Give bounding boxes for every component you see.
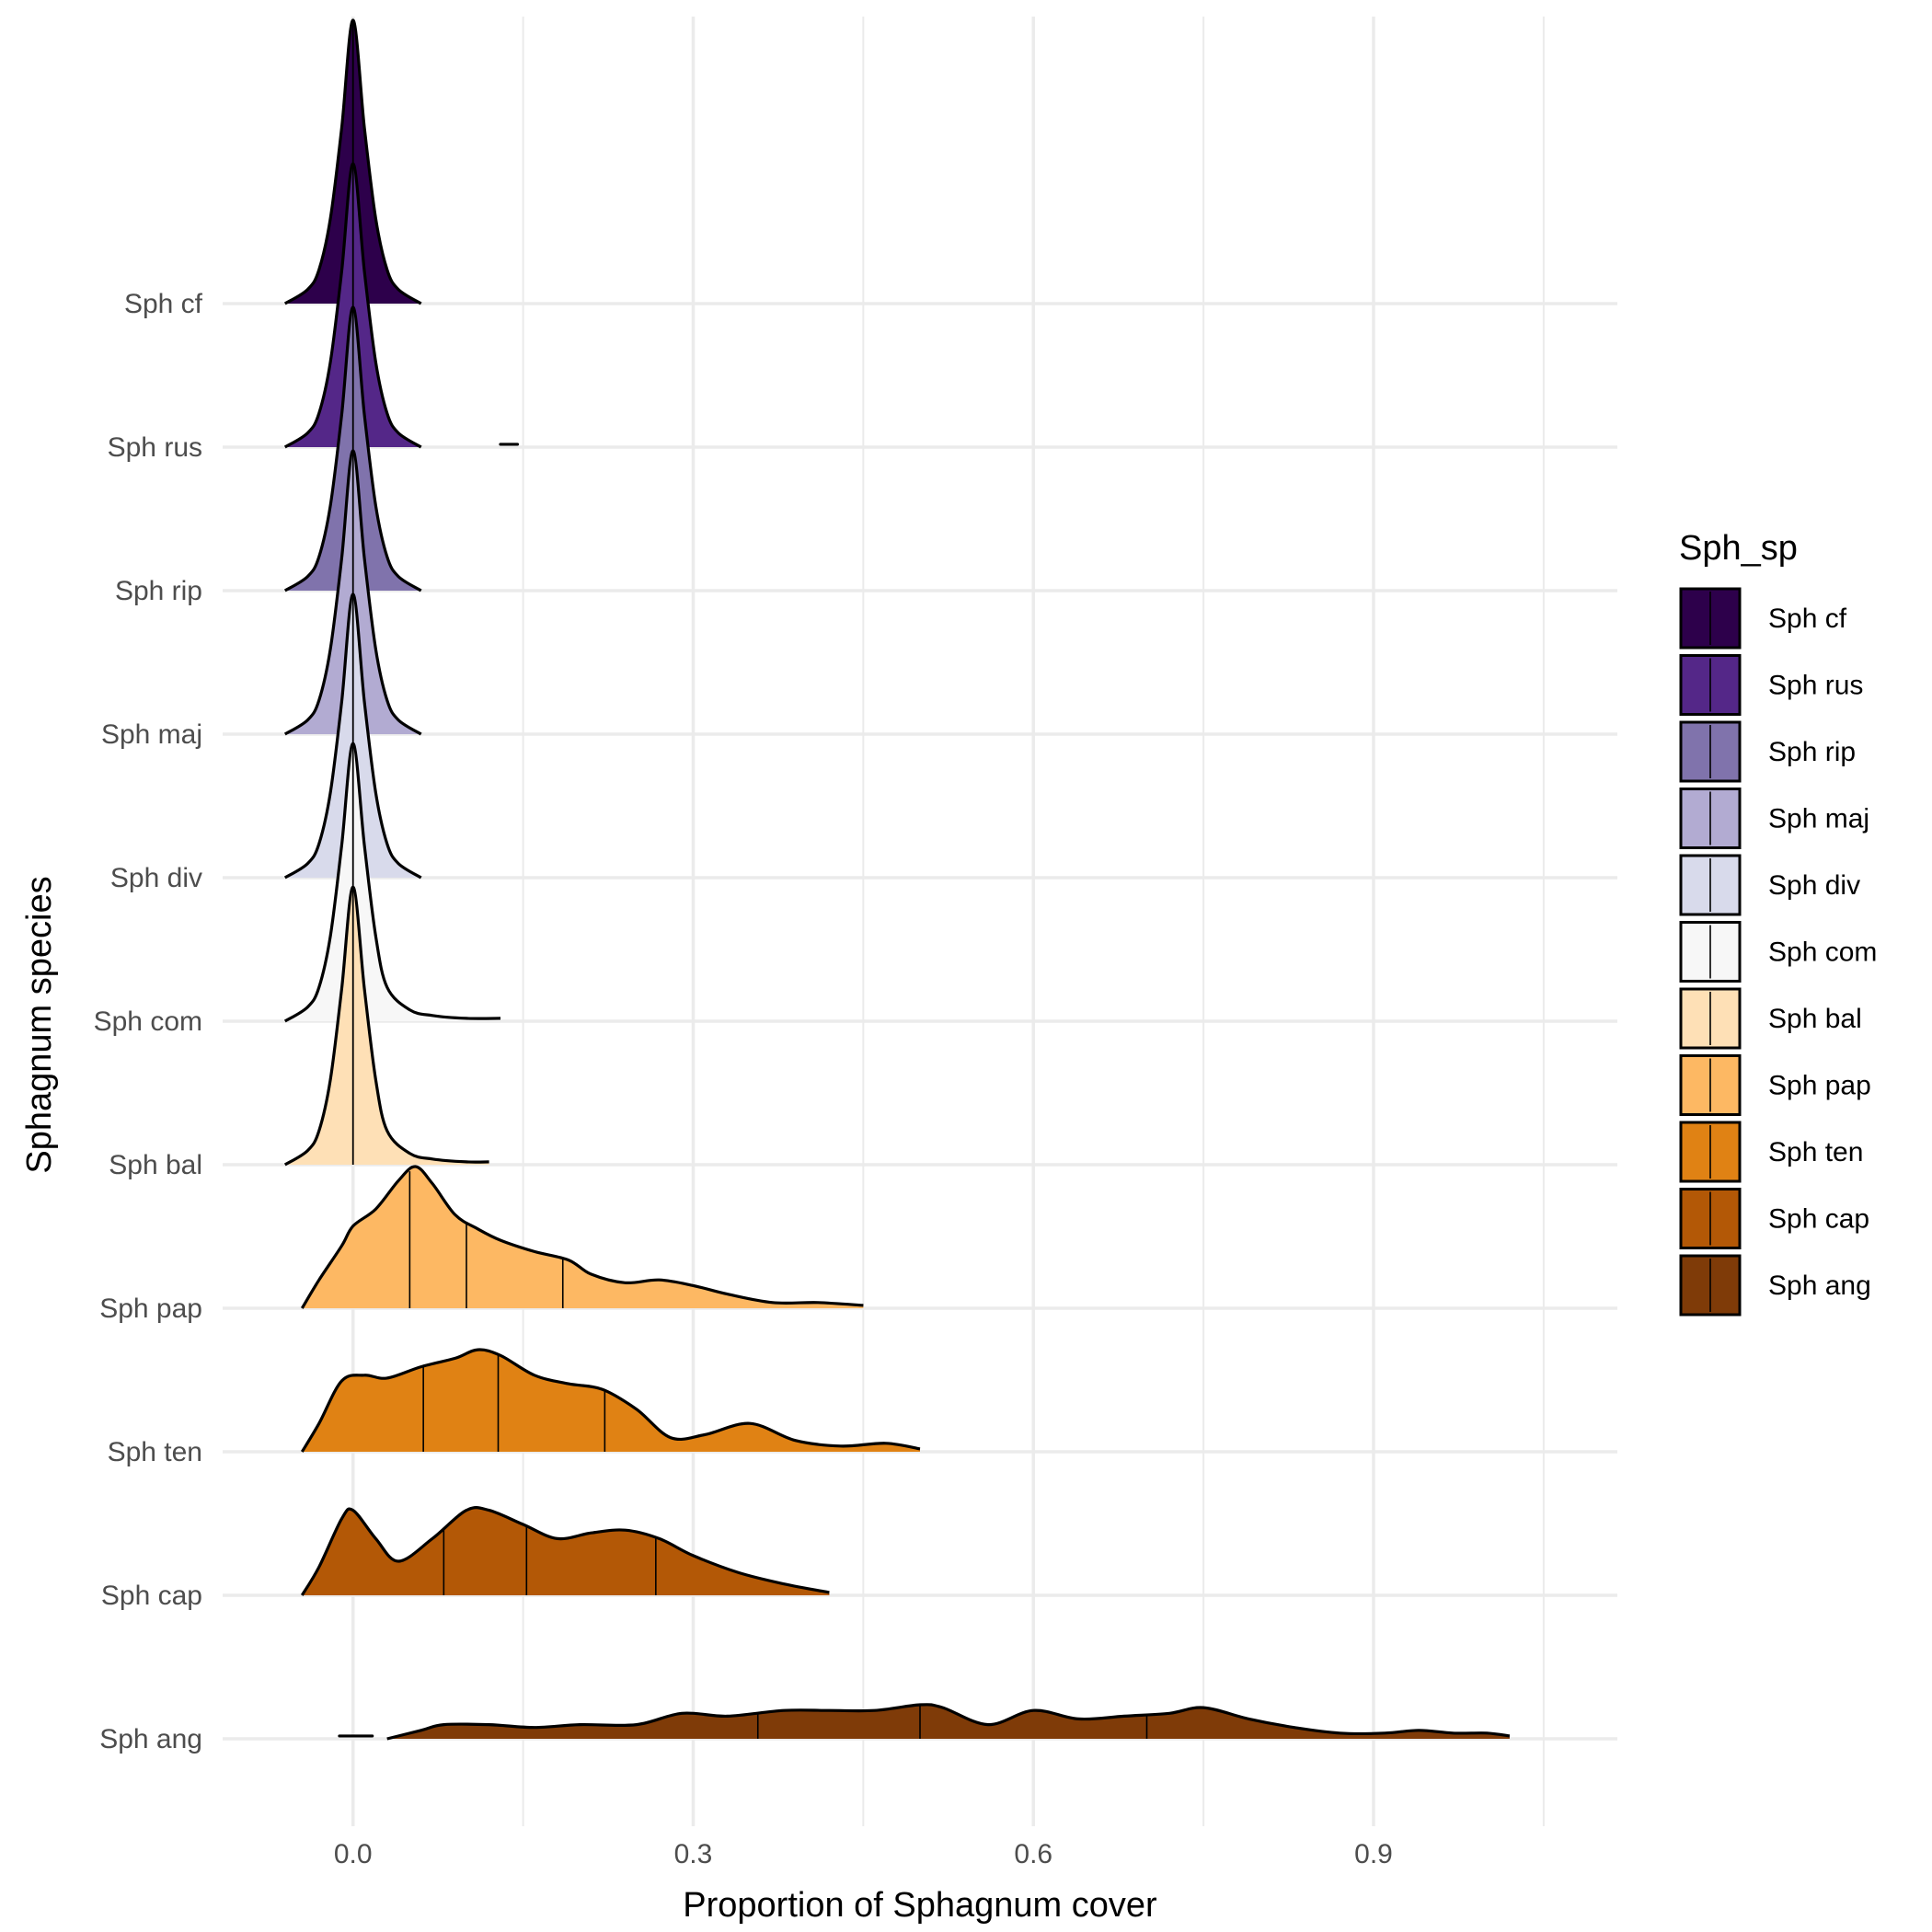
x-axis-ticks: 0.0 0.3 0.6 0.9 bbox=[334, 1839, 1393, 1869]
ridge-outline bbox=[283, 885, 489, 1167]
ridge-fill bbox=[284, 887, 489, 1165]
y-tick-label: Sph cap bbox=[101, 1581, 202, 1611]
legend-label: Sph com bbox=[1768, 937, 1877, 968]
legend-label: Sph cf bbox=[1768, 604, 1847, 634]
ridge-fill bbox=[302, 1507, 830, 1595]
ridge-outline bbox=[300, 1348, 921, 1453]
y-tick-label: Sph rus bbox=[108, 432, 202, 463]
legend-label: Sph div bbox=[1768, 870, 1860, 901]
legend-label: Sph bal bbox=[1768, 1004, 1862, 1034]
ridge-sph-cap bbox=[300, 1506, 830, 1596]
legend-item: Sph div bbox=[1679, 854, 1860, 916]
legend-label: Sph cap bbox=[1768, 1204, 1869, 1235]
legend-label: Sph pap bbox=[1768, 1071, 1871, 1101]
ridge-fill bbox=[284, 743, 500, 1021]
y-tick-label: Sph div bbox=[110, 863, 202, 893]
ridge-fill bbox=[302, 1350, 920, 1452]
x-tick-label: 0.9 bbox=[1354, 1839, 1393, 1869]
legend-label: Sph rus bbox=[1768, 671, 1863, 701]
legend-item: Sph ang bbox=[1679, 1254, 1871, 1317]
x-tick-label: 0.0 bbox=[334, 1839, 373, 1869]
ridge-sph-ang bbox=[338, 1703, 1511, 1741]
legend-label: Sph ang bbox=[1768, 1271, 1871, 1301]
ridge-outline bbox=[283, 742, 501, 1023]
ridge-outline bbox=[300, 1165, 864, 1309]
y-axis-title: Sphagnum species bbox=[20, 876, 59, 1173]
y-tick-label: Sph ten bbox=[108, 1437, 202, 1467]
y-tick-label: Sph bal bbox=[109, 1150, 202, 1180]
x-axis-title: Proportion of Sphagnum cover bbox=[683, 1886, 1157, 1925]
legend-item: Sph cf bbox=[1679, 587, 1847, 650]
grid-lines bbox=[223, 17, 1617, 1826]
ridge-sph-bal bbox=[283, 885, 489, 1167]
ridge-outline bbox=[386, 1703, 1511, 1741]
ridge-sph-com bbox=[283, 742, 501, 1023]
legend-item: Sph rip bbox=[1679, 720, 1856, 783]
legend-item: Sph cap bbox=[1679, 1188, 1869, 1249]
legend-label: Sph ten bbox=[1768, 1137, 1863, 1167]
legend: Sph_sp Sph cf Sph rus Sph rip Sph maj Sph di… bbox=[1679, 529, 1877, 1317]
y-tick-label: Sph cf bbox=[124, 289, 203, 319]
y-axis-ticks: Sph cf Sph rus Sph rip Sph maj Sph div Sph co… bbox=[94, 289, 203, 1754]
density-ridges bbox=[283, 18, 1511, 1741]
legend-item: Sph bal bbox=[1679, 987, 1862, 1050]
legend-title: Sph_sp bbox=[1679, 529, 1798, 568]
ridge-fill bbox=[386, 1704, 1510, 1739]
x-tick-label: 0.6 bbox=[1014, 1839, 1052, 1869]
ridge-sph-rus bbox=[283, 162, 520, 449]
legend-item: Sph ten bbox=[1679, 1121, 1863, 1183]
legend-item: Sph com bbox=[1679, 921, 1877, 983]
ridge-sph-pap bbox=[300, 1165, 864, 1309]
ridge-fill bbox=[302, 1166, 864, 1308]
y-tick-label: Sph com bbox=[94, 1006, 202, 1037]
y-tick-label: Sph rip bbox=[115, 576, 202, 606]
y-tick-label: Sph maj bbox=[101, 719, 202, 750]
ridge-sph-ten bbox=[300, 1348, 921, 1453]
legend-items: Sph cf Sph rus Sph rip Sph maj Sph div Sph co… bbox=[1679, 587, 1877, 1317]
x-tick-label: 0.3 bbox=[674, 1839, 713, 1869]
legend-item: Sph pap bbox=[1679, 1054, 1871, 1116]
y-tick-label: Sph pap bbox=[99, 1294, 202, 1324]
legend-label: Sph maj bbox=[1768, 804, 1869, 834]
legend-label: Sph rip bbox=[1768, 737, 1856, 767]
ridge-outline bbox=[300, 1506, 830, 1596]
legend-item: Sph maj bbox=[1679, 788, 1869, 849]
legend-item: Sph rus bbox=[1679, 654, 1863, 716]
y-tick-label: Sph ang bbox=[99, 1724, 202, 1754]
